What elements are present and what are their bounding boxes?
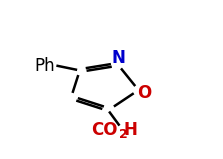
Text: Ph: Ph xyxy=(35,57,56,75)
Text: O: O xyxy=(137,83,152,102)
Text: 2: 2 xyxy=(119,128,127,141)
Text: N: N xyxy=(112,49,126,67)
Text: H: H xyxy=(124,121,138,139)
Text: CO: CO xyxy=(91,121,118,139)
